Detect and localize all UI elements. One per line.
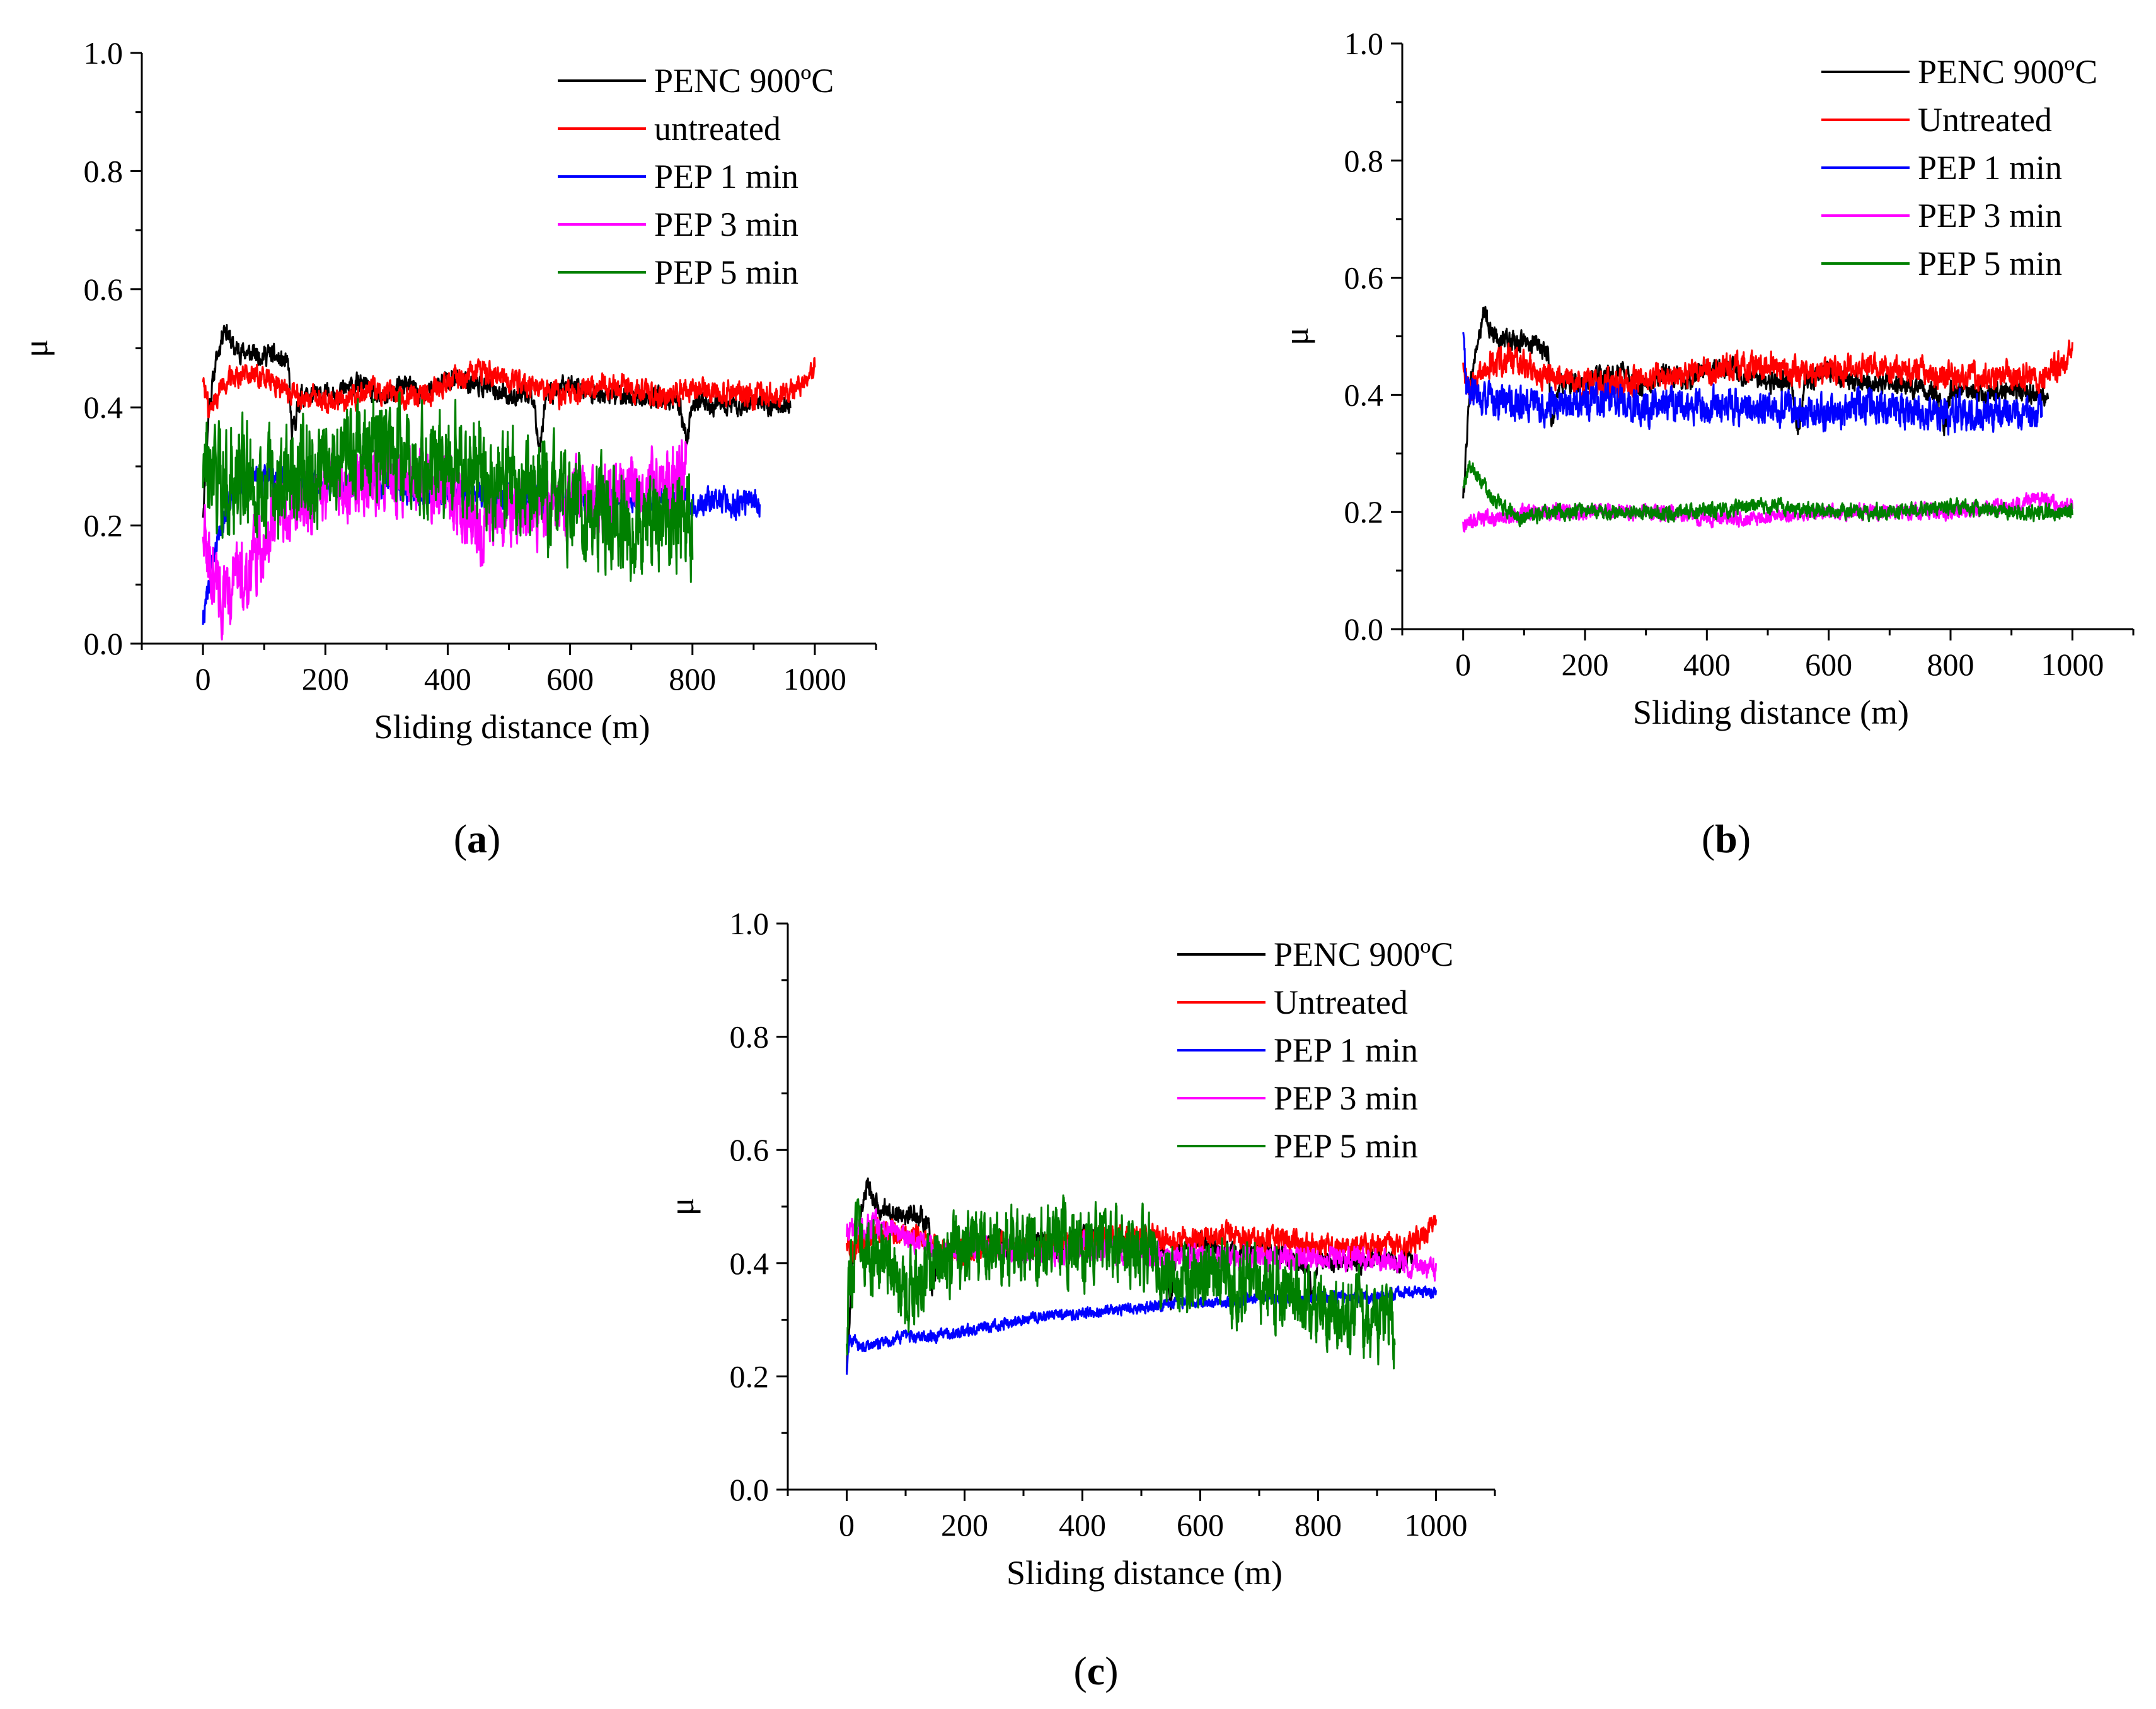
panel-c-chart: 0 200 400 600 800 1000 0.0 0.2 0.4 0.6 0.8 1.0 Slidi… bbox=[663, 906, 1496, 1592]
legend-entry: PEP 3 min bbox=[1274, 1079, 1418, 1117]
y-tick-label: 0.8 bbox=[84, 153, 124, 188]
legend-entry: PEP 5 min bbox=[1918, 245, 2062, 282]
x-tick-label: 1000 bbox=[2041, 647, 2104, 682]
x-tick-label: 600 bbox=[1805, 647, 1852, 682]
legend-entry: Untreated bbox=[1918, 101, 2052, 139]
series-line-pep-1-min bbox=[846, 1285, 1437, 1375]
x-tick-label: 800 bbox=[669, 661, 716, 697]
y-tick-label: 0.0 bbox=[730, 1472, 770, 1507]
x-tick-label: 200 bbox=[302, 661, 349, 697]
y-tick-label: 0.4 bbox=[1344, 377, 1384, 412]
legend-entry: PEP 1 min bbox=[1918, 149, 2062, 187]
x-tick-label: 0 bbox=[839, 1507, 855, 1543]
x-tick-label: 1000 bbox=[1405, 1507, 1468, 1543]
series-line-untreated bbox=[202, 357, 816, 419]
y-axis-label: μ bbox=[663, 1198, 701, 1216]
y-tick-label: 0.0 bbox=[84, 626, 124, 661]
y-tick-label: 0.8 bbox=[730, 1019, 770, 1055]
y-tick-label: 1.0 bbox=[730, 906, 770, 941]
legend-entry: PEP 5 min bbox=[1274, 1127, 1418, 1165]
legend-entry: PEP 1 min bbox=[654, 158, 798, 195]
y-tick-label: 0.2 bbox=[730, 1359, 770, 1394]
y-tick-label: 0.4 bbox=[730, 1246, 770, 1281]
x-axis-label: Sliding distance (m) bbox=[374, 708, 650, 746]
x-tick-label: 0 bbox=[1455, 647, 1471, 682]
panel-b-caption: (b) bbox=[1702, 816, 1751, 861]
x-axis-label: Sliding distance (m) bbox=[1006, 1554, 1283, 1592]
legend-entry: PENC 900ºC bbox=[654, 62, 834, 100]
legend-entry: PEP 3 min bbox=[1918, 197, 2062, 235]
panel-a-chart: 0 200 400 600 800 1000 0.0 0.2 0.4 0.6 0.8 1.0 Slidi… bbox=[17, 35, 877, 746]
legend-entry: untreated bbox=[654, 110, 781, 148]
series-line-untreated bbox=[1462, 339, 2073, 401]
x-tick-label: 200 bbox=[1562, 647, 1609, 682]
y-tick-label: 0.6 bbox=[1344, 260, 1384, 296]
x-axis-label: Sliding distance (m) bbox=[1633, 693, 1909, 731]
x-tick-label: 600 bbox=[1177, 1507, 1224, 1543]
x-tick-label: 0 bbox=[195, 661, 211, 697]
x-tick-label: 600 bbox=[546, 661, 594, 697]
panel-b-chart: 0 200 400 600 800 1000 0.0 0.2 0.4 0.6 0.8 1.0 Slidi… bbox=[1277, 26, 2135, 731]
x-tick-label: 400 bbox=[1683, 647, 1731, 682]
x-tick-label: 400 bbox=[1059, 1507, 1106, 1543]
legend-entry: PENC 900ºC bbox=[1918, 53, 2097, 91]
legend-entry: PEP 3 min bbox=[654, 206, 798, 243]
x-tick-label: 400 bbox=[424, 661, 471, 697]
y-tick-label: 0.4 bbox=[84, 390, 124, 425]
legend-entry: PENC 900ºC bbox=[1274, 936, 1453, 973]
y-tick-label: 0.2 bbox=[84, 508, 124, 543]
series-line-pep-5-min bbox=[846, 1194, 1396, 1370]
legend-entry: Untreated bbox=[1274, 983, 1408, 1021]
y-tick-label: 1.0 bbox=[84, 35, 124, 71]
legend-entry: PEP 5 min bbox=[654, 253, 798, 291]
y-tick-label: 0.2 bbox=[1344, 494, 1384, 530]
series-line-pep-1-min bbox=[1462, 332, 2043, 436]
x-tick-label: 200 bbox=[941, 1507, 988, 1543]
panel-c-caption: (c) bbox=[1073, 1648, 1118, 1693]
y-tick-label: 0.6 bbox=[730, 1132, 770, 1167]
x-tick-label: 1000 bbox=[783, 661, 846, 697]
y-tick-label: 0.8 bbox=[1344, 143, 1384, 178]
x-tick-label: 800 bbox=[1927, 647, 1974, 682]
panel-a-caption: (a) bbox=[454, 816, 501, 861]
y-tick-label: 1.0 bbox=[1344, 26, 1384, 61]
y-tick-label: 0.6 bbox=[84, 272, 124, 307]
series-line-pep-5-min bbox=[1462, 460, 2073, 528]
y-axis-label: μ bbox=[1277, 327, 1315, 345]
x-tick-label: 800 bbox=[1294, 1507, 1342, 1543]
series-line-pep-5-min bbox=[202, 391, 694, 583]
legend-entry: PEP 1 min bbox=[1274, 1031, 1418, 1069]
y-axis-label: μ bbox=[17, 339, 55, 357]
y-tick-label: 0.0 bbox=[1344, 611, 1384, 647]
